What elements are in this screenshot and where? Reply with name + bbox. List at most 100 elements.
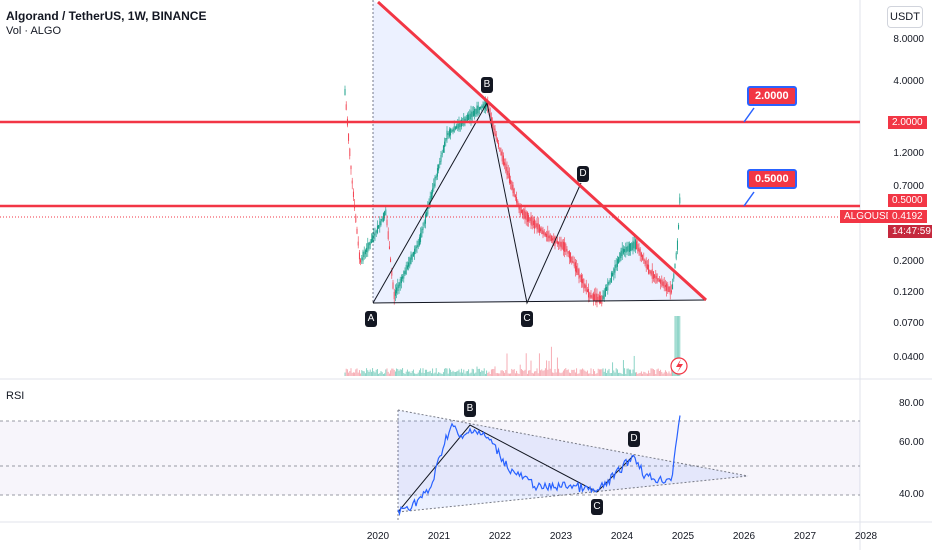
volume-bar [489, 373, 491, 376]
volume-bar [416, 373, 418, 376]
volume-bar [519, 364, 521, 376]
candle [421, 228, 423, 238]
volume-bar [674, 316, 676, 376]
volume-bar [607, 370, 609, 376]
volume-bar [624, 368, 626, 376]
pattern-base-line[interactable] [372, 299, 707, 304]
volume-bar [358, 370, 360, 376]
volume-bar [482, 371, 484, 376]
volume-bar [577, 373, 579, 376]
candle [466, 114, 468, 123]
candle [604, 287, 606, 297]
candle [559, 241, 561, 247]
time-tick: 2028 [854, 531, 878, 542]
pattern-point-b[interactable]: B [481, 77, 493, 93]
volume-bar [553, 372, 555, 376]
volume-bar [384, 373, 386, 376]
candle [549, 234, 551, 241]
candle [621, 247, 623, 257]
volume-bar [474, 373, 476, 376]
candle [624, 249, 626, 252]
candle [510, 179, 512, 184]
price-candles[interactable] [344, 85, 681, 308]
candle [662, 281, 664, 287]
candle [506, 166, 508, 176]
volume-label[interactable]: Vol · ALGO [6, 25, 62, 37]
volume-bar [476, 366, 478, 376]
candle [532, 220, 534, 226]
candle [672, 284, 674, 290]
volume-bar [499, 373, 501, 376]
candle [595, 293, 597, 303]
abcd-pattern-line[interactable] [372, 101, 582, 305]
descending-trendline[interactable] [376, 0, 708, 302]
volume-bar [654, 370, 656, 376]
volume-bar [415, 373, 417, 376]
pattern-point-c[interactable]: C [521, 311, 533, 327]
volume-bar [586, 370, 588, 376]
volume-bar [627, 368, 629, 376]
candle [391, 270, 393, 276]
candle [372, 235, 374, 243]
lightning-icon[interactable] [670, 357, 688, 375]
rsi-point-d[interactable]: D [628, 431, 640, 447]
candle [345, 104, 347, 110]
volume-bar [349, 371, 351, 376]
volume-bar [392, 368, 394, 376]
candle [546, 233, 548, 238]
rsi-upper-trend[interactable] [397, 409, 749, 477]
candle [648, 264, 650, 274]
candle [398, 282, 400, 288]
volume-bar [375, 369, 377, 376]
volume-bar [506, 353, 508, 376]
volume-bar [667, 373, 669, 376]
volume-bar [466, 371, 468, 376]
candle [615, 264, 617, 268]
currency-button[interactable]: USDT [887, 6, 923, 28]
price-tick: 1.2000 [893, 148, 924, 159]
pattern-point-a[interactable]: A [365, 311, 377, 327]
candle [674, 263, 676, 269]
level-low-tag: 0.5000 [888, 194, 927, 207]
callout-high[interactable]: 2.0000 [747, 86, 797, 106]
pattern-point-d[interactable]: D [577, 166, 589, 182]
volume-bar [538, 353, 540, 376]
volume-bar [525, 353, 527, 376]
candle [355, 215, 357, 223]
volume-bar [663, 372, 665, 376]
volume-bar [465, 371, 467, 376]
rsi-lower-trend[interactable] [397, 475, 749, 513]
candle [669, 286, 671, 295]
candle [394, 290, 396, 296]
candle [441, 152, 443, 155]
volume-bar [404, 373, 406, 376]
rsi-label[interactable]: RSI [6, 390, 25, 402]
volume-bar [468, 369, 470, 376]
candle [453, 125, 455, 133]
candle [540, 228, 542, 232]
volume-bar [576, 368, 578, 376]
volume-bar [559, 372, 561, 376]
candle [561, 241, 563, 250]
candle [651, 269, 653, 279]
candle [619, 252, 621, 262]
current-price-tag: 0.4192 [888, 210, 927, 223]
volume-bar [616, 369, 618, 376]
candle [577, 268, 579, 275]
volume-bar [372, 368, 374, 376]
callout-low[interactable]: 0.5000 [747, 169, 797, 189]
candle [373, 233, 375, 240]
volume-bar [369, 369, 371, 376]
volume-bar [614, 372, 616, 376]
volume-bar [417, 372, 419, 376]
candle [567, 251, 569, 254]
candle [616, 259, 618, 267]
candle [655, 275, 657, 279]
rsi-line[interactable] [397, 415, 681, 517]
rsi-point-c[interactable]: C [591, 499, 603, 515]
volume-bar [435, 368, 437, 376]
rsi-point-b[interactable]: B [464, 401, 476, 417]
chart-title[interactable]: Algorand / TetherUS, 1W, BINANCE [6, 9, 207, 23]
volume-bar [550, 346, 552, 376]
